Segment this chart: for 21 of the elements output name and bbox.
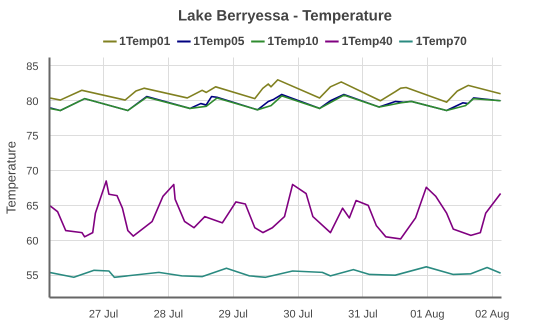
x-tick-label: 28 Jul — [154, 308, 184, 320]
x-tick-label: 27 Jul — [88, 308, 118, 320]
y-tick-label: 75 — [26, 130, 39, 143]
legend-label: 1Temp05 — [193, 34, 244, 48]
y-tick-label: 80 — [26, 96, 39, 108]
y-tick-label: 70 — [26, 166, 39, 178]
y-tick-label: 55 — [26, 270, 39, 282]
x-tick-label: 30 Jul — [283, 308, 313, 320]
y-tick-label: 85 — [26, 60, 39, 73]
x-tick-label: 01 Aug — [410, 308, 444, 320]
legend-label: 1Temp70 — [416, 34, 467, 48]
x-tick-label: 02 Aug — [475, 308, 510, 320]
legend-label: 1Temp01 — [119, 34, 170, 48]
y-tick-label: 65 — [26, 200, 39, 212]
x-tick-label: 31 Jul — [348, 308, 378, 320]
y-axis-title: Temperature — [3, 141, 18, 214]
chart-title: Lake Berryessa - Temperature — [178, 8, 392, 24]
legend-label: 1Temp10 — [267, 34, 319, 48]
y-tick-label: 60 — [26, 235, 39, 248]
x-tick-label: 29 Jul — [218, 308, 248, 320]
legend-label: 1Temp40 — [342, 34, 393, 48]
